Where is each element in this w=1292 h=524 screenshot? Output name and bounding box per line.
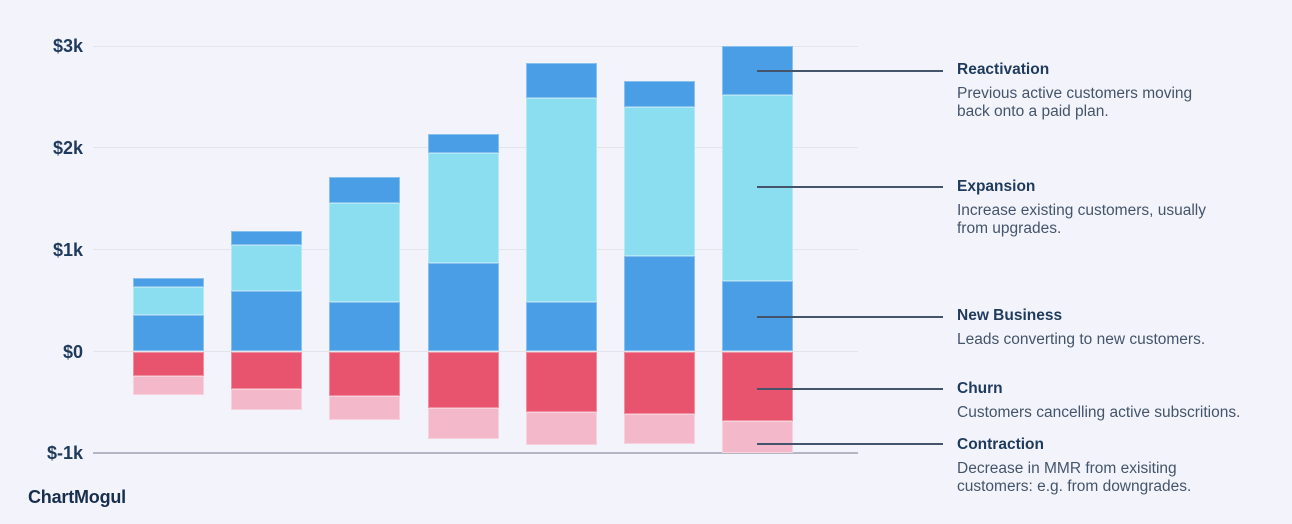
bar-4-segment-new-business — [427, 262, 499, 352]
y-axis-tick-label: $2k — [52, 137, 83, 158]
bar-5-segment-expansion — [525, 98, 597, 302]
y-axis-tick-label: $3k — [52, 36, 83, 57]
legend-entry-churn: Churn Customers cancelling active subscr… — [957, 380, 1282, 422]
bar-7-segment-expansion — [722, 94, 794, 282]
bar-6-segment-contraction — [624, 414, 695, 444]
legend-entry-new-business: New Business Leads converting to new cus… — [957, 307, 1282, 349]
bar-4-segment-contraction — [427, 407, 499, 439]
bar-2-segment-contraction — [231, 389, 303, 410]
y-axis-tick-label: $-1k — [46, 443, 83, 464]
bar-5-segment-contraction — [525, 412, 597, 445]
gridline-$-1k — [93, 452, 858, 455]
bar-1-segment-expansion — [133, 287, 204, 315]
legend-title-new-business: New Business — [957, 307, 1063, 324]
y-axis-tick-label: $1k — [52, 239, 83, 260]
callout-line-churn — [757, 388, 943, 390]
bar-4-segment-expansion — [427, 152, 499, 263]
callout-line-expansion — [757, 186, 943, 188]
y-axis-tick-label: $0 — [62, 341, 83, 362]
bar-4-segment-reactivation — [427, 133, 499, 153]
bar-3-segment-expansion — [329, 202, 401, 302]
bar-1-segment-contraction — [133, 375, 204, 396]
bar-2-segment-churn — [231, 351, 303, 390]
bar-3-segment-new-business — [329, 301, 401, 352]
bar-7-segment-churn — [722, 351, 794, 421]
callout-line-contraction — [757, 443, 943, 445]
bar-7-segment-contraction — [722, 420, 794, 454]
bar-4-segment-churn — [427, 351, 499, 408]
bar-1-segment-churn — [133, 351, 204, 376]
legend-title-contraction: Contraction — [957, 436, 1044, 453]
legend-description-expansion: Increase existing customers, usually fro… — [957, 202, 1206, 237]
legend-entry-expansion: Expansion Increase existing customers, u… — [957, 178, 1282, 237]
bar-1-segment-new-business — [133, 314, 204, 352]
bar-6-segment-new-business — [624, 255, 695, 352]
legend-description-churn: Customers cancelling active subscritions… — [957, 404, 1241, 421]
chartmogul-logo: ChartMogul — [28, 487, 126, 507]
legend-entry-reactivation: Reactivation Previous active customers m… — [957, 61, 1282, 120]
gridline-$3k — [93, 45, 858, 47]
legend-title-expansion: Expansion — [957, 178, 1036, 195]
bar-6-segment-reactivation — [624, 80, 695, 108]
bar-3-segment-contraction — [329, 396, 401, 421]
callout-line-new-business — [757, 316, 943, 318]
bar-6-segment-churn — [624, 351, 695, 415]
callout-line-reactivation — [757, 70, 943, 72]
legend-title-reactivation: Reactivation — [957, 61, 1050, 78]
bar-2-segment-expansion — [231, 244, 303, 292]
bar-6-segment-expansion — [624, 107, 695, 256]
bar-5-segment-reactivation — [525, 63, 597, 98]
bar-5-segment-churn — [525, 351, 597, 413]
legend-description-new-business: Leads converting to new customers. — [957, 331, 1206, 348]
legend-title-churn: Churn — [957, 380, 1003, 397]
legend-description-reactivation: Previous active customers moving back on… — [957, 85, 1193, 120]
bar-2-segment-reactivation — [231, 231, 303, 245]
legend-entry-contraction: Contraction Decrease in MMR from exisiti… — [957, 436, 1282, 495]
bar-5-segment-new-business — [525, 301, 597, 352]
bar-3-segment-reactivation — [329, 177, 401, 203]
bar-3-segment-churn — [329, 351, 401, 397]
legend-description-contraction: Decrease in MMR from exisiting customers… — [957, 460, 1192, 495]
bar-1-segment-reactivation — [133, 278, 204, 288]
bar-2-segment-new-business — [231, 291, 303, 352]
